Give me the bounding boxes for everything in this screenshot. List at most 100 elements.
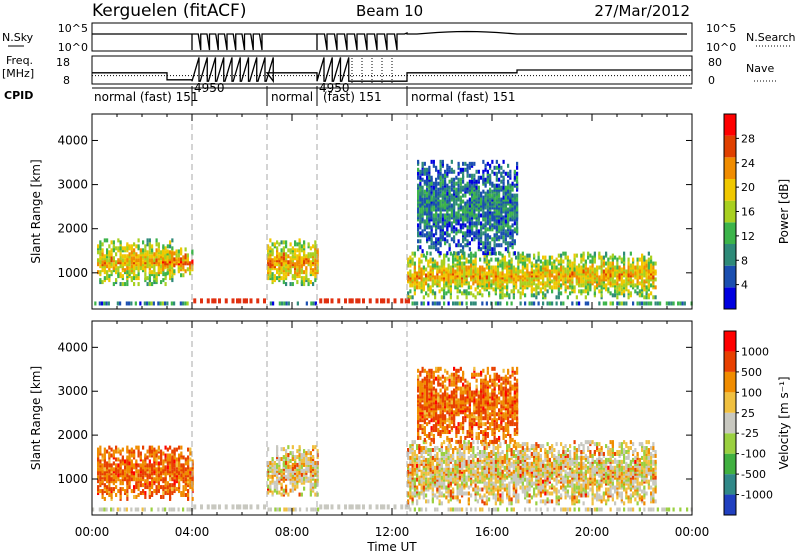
data-cell xyxy=(670,301,673,306)
data-cell xyxy=(432,241,435,246)
data-cell xyxy=(507,249,510,254)
data-cell xyxy=(509,235,512,240)
data-cell xyxy=(494,257,497,262)
data-cell xyxy=(461,473,464,478)
data-cell xyxy=(468,183,471,188)
data-cell xyxy=(475,197,478,202)
data-cell xyxy=(448,165,451,170)
data-cell xyxy=(423,193,426,198)
data-cell xyxy=(466,181,469,186)
data-cell xyxy=(434,453,437,458)
data-cell xyxy=(481,459,484,464)
data-cell xyxy=(456,255,459,260)
data-cell xyxy=(312,244,315,249)
beam-title: Beam 10 xyxy=(356,2,423,20)
data-cell xyxy=(422,449,425,454)
data-cell xyxy=(513,251,516,256)
data-cell xyxy=(584,301,587,306)
data-cell xyxy=(507,207,510,212)
data-cell xyxy=(426,251,429,256)
data-cell xyxy=(449,453,452,458)
data-cell xyxy=(582,251,585,256)
data-cell xyxy=(142,459,145,464)
data-cell xyxy=(285,244,288,249)
data-cell xyxy=(472,449,475,454)
data-cell xyxy=(464,231,467,236)
data-cell xyxy=(462,161,465,166)
data-cell xyxy=(456,301,459,306)
data-cell xyxy=(453,239,456,244)
data-cell xyxy=(413,487,416,492)
data-cell xyxy=(524,255,527,260)
data-cell xyxy=(439,159,442,164)
data-cell xyxy=(153,477,156,482)
nave-label: Nave xyxy=(746,62,774,75)
data-cell xyxy=(97,250,100,255)
data-cell xyxy=(445,253,448,258)
data-cell xyxy=(516,221,519,226)
data-cell xyxy=(569,259,572,264)
data-cell xyxy=(285,488,288,493)
data-cell xyxy=(569,263,572,268)
data-cell xyxy=(440,295,443,300)
data-cell xyxy=(148,242,151,247)
data-cell xyxy=(484,167,487,172)
data-cell xyxy=(443,265,446,270)
data-cell xyxy=(411,455,414,460)
data-cell xyxy=(517,265,520,270)
data-cell xyxy=(479,471,482,476)
data-cell xyxy=(151,282,154,287)
data-cell xyxy=(456,279,459,284)
data-cell xyxy=(124,282,127,287)
data-cell xyxy=(166,257,169,262)
data-cell xyxy=(456,295,459,300)
data-cell xyxy=(449,251,452,256)
data-cell xyxy=(485,253,488,258)
data-cell xyxy=(291,451,294,456)
data-cell xyxy=(459,229,462,234)
data-cell xyxy=(307,460,310,465)
data-cell xyxy=(173,459,176,464)
data-cell xyxy=(479,493,482,498)
data-cell xyxy=(437,225,440,230)
data-cell xyxy=(645,263,648,268)
data-cell xyxy=(431,289,434,294)
data-cell xyxy=(472,281,475,286)
data-cell xyxy=(375,298,379,304)
data-cell xyxy=(519,275,522,280)
data-cell xyxy=(166,447,169,452)
data-cell xyxy=(191,259,194,264)
data-cell xyxy=(453,225,456,230)
data-cell xyxy=(99,270,102,275)
data-cell xyxy=(443,301,446,306)
data-cell xyxy=(435,181,438,186)
data-cell xyxy=(560,257,563,262)
data-cell xyxy=(470,291,473,296)
data-cell xyxy=(641,253,644,258)
data-cell xyxy=(539,259,542,264)
data-cell xyxy=(448,169,451,174)
data-cell xyxy=(312,455,315,460)
data-cell xyxy=(593,285,596,290)
data-cell xyxy=(276,254,279,259)
data-cell xyxy=(449,269,452,274)
data-cell xyxy=(133,471,136,476)
data-cell xyxy=(450,177,453,182)
data-cell xyxy=(647,251,650,256)
data-cell xyxy=(486,245,489,250)
data-cell xyxy=(407,298,410,304)
data-cell xyxy=(489,217,492,222)
data-cell xyxy=(309,492,312,497)
freq-label-line2: [MHz] xyxy=(2,67,34,80)
data-cell xyxy=(182,455,185,460)
data-cell xyxy=(483,267,486,272)
data-cell xyxy=(137,276,140,281)
data-cell xyxy=(467,253,470,258)
data-cell xyxy=(484,245,487,250)
data-cell xyxy=(473,237,476,242)
data-cell xyxy=(119,252,122,257)
data-cell xyxy=(151,463,154,468)
data-cell xyxy=(591,263,594,268)
data-cell xyxy=(471,161,474,166)
data-cell xyxy=(130,447,133,452)
